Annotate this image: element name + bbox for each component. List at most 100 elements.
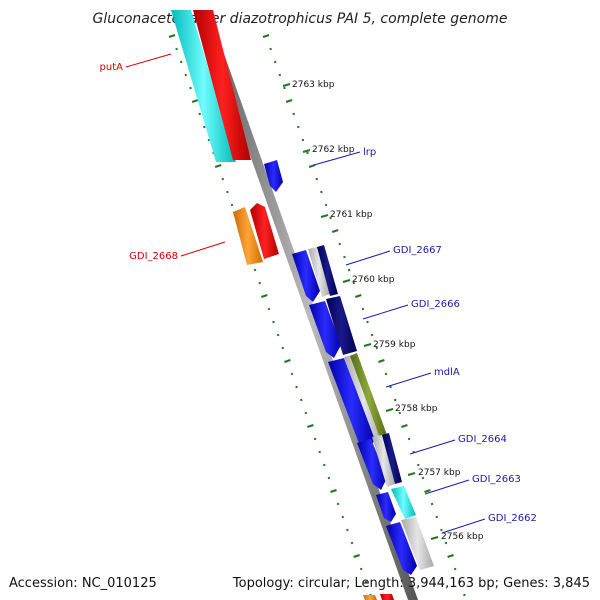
tick-mark <box>346 528 349 532</box>
gdi2663-label[interactable]: GDI_2663 <box>472 474 521 485</box>
gdi2666-gene-block[interactable] <box>309 296 357 358</box>
tick-mark <box>292 112 295 116</box>
tick-mark <box>189 86 192 90</box>
kbp-2760: 2760 kbp <box>342 275 395 285</box>
gdi2663-gene-blue[interactable] <box>376 492 396 522</box>
gdi2664-gene-grey[interactable] <box>372 435 395 487</box>
kbp-label: 2757 kbp <box>418 468 461 478</box>
gdi2667-label[interactable]: GDI_2667 <box>393 245 442 256</box>
tick-mark <box>330 488 337 494</box>
gdi2664-label[interactable]: GDI_2664 <box>458 434 507 445</box>
gdi2666-callout[interactable]: GDI_2666 <box>362 299 460 320</box>
gdi2666-label[interactable]: GDI_2666 <box>411 299 460 310</box>
gdi2667-callout[interactable]: GDI_2667 <box>345 245 442 266</box>
tick-mark <box>336 502 340 506</box>
mdlA-callout[interactable]: mdlA <box>385 367 460 388</box>
mdlA-label[interactable]: mdlA <box>434 367 460 378</box>
tick-mark <box>221 177 225 181</box>
tick-mark <box>290 372 294 376</box>
tick-mark <box>226 190 229 194</box>
gdi2664-gene-blue[interactable] <box>357 439 387 490</box>
map-title: Gluconacetobacter diazotrophicus PAI 5, … <box>93 11 508 27</box>
kbp-2758: 2758 kbp <box>385 404 438 414</box>
tick-mark <box>272 320 275 324</box>
gene-labels: putA GDI_2668 lrp GDI_2667 GDI_2666 mdlA… <box>100 53 537 534</box>
tick-mark <box>364 580 368 584</box>
tick-mark <box>424 488 431 494</box>
tick-mark <box>453 567 457 571</box>
lrp-callout[interactable]: lrp <box>313 147 376 166</box>
putA-gene-cyan[interactable] <box>171 10 236 162</box>
kbp-2756: 2756 kbp <box>430 532 484 542</box>
tick-mark <box>440 528 443 532</box>
tick-mark <box>299 398 303 402</box>
gdi2662-gene-blue[interactable] <box>386 522 417 575</box>
tick-mark <box>359 567 363 571</box>
gdi2663-gene-block[interactable] <box>376 486 416 522</box>
kbp-label: 2756 kbp <box>441 532 484 542</box>
tick-mark <box>281 346 285 350</box>
gdi2668-gene-red[interactable] <box>250 203 279 259</box>
tick-mark <box>295 385 298 389</box>
lrp-label[interactable]: lrp <box>363 147 376 158</box>
tick-mark <box>447 553 454 559</box>
putA-gene-block[interactable] <box>171 10 251 162</box>
tick-mark <box>198 112 201 116</box>
tick-mark <box>315 177 319 181</box>
tick-mark <box>430 502 434 506</box>
kbp-scale: 2763 kbp 2762 kbp 2761 kbp 2760 kbp 2759… <box>282 80 484 542</box>
tick-mark <box>350 541 354 545</box>
gdi2662-gene-grey[interactable] <box>401 517 434 570</box>
kbp-2763: 2763 kbp <box>282 80 335 90</box>
gdi2662-label[interactable]: GDI_2662 <box>488 513 537 524</box>
gdi2668-gene-orange[interactable] <box>233 207 263 265</box>
tick-mark <box>352 281 355 285</box>
tick-mark <box>306 151 309 155</box>
gdi2667-gene-navy[interactable] <box>317 245 338 296</box>
gdi2667-gene-block[interactable] <box>292 245 338 302</box>
tick-mark <box>323 463 326 467</box>
mdlA-gene-blue[interactable] <box>328 358 375 452</box>
lrp-gene[interactable] <box>264 160 283 192</box>
tick-mark <box>262 33 270 39</box>
putA-label[interactable]: putA <box>100 62 124 73</box>
kbp-2762: 2762 kbp <box>302 145 355 155</box>
tick-mark <box>258 281 261 285</box>
genome-summary-text: Topology: circular; Length: 3,944,163 bp… <box>232 576 590 591</box>
tick-mark <box>421 476 425 480</box>
gdi2663-gene-cyan[interactable] <box>391 486 416 519</box>
tick-mark <box>313 437 317 441</box>
gdi2662-gene-block[interactable] <box>386 517 434 575</box>
tick-mark <box>393 398 397 402</box>
tick-mark <box>318 450 321 454</box>
gdi2664-gene-block[interactable] <box>357 433 402 490</box>
mdlA-gene-block[interactable] <box>328 353 387 452</box>
gdi2666-gene-blue[interactable] <box>309 301 341 358</box>
gdi2668-gene-block[interactable] <box>233 203 279 265</box>
putA-gene-red[interactable] <box>193 10 251 160</box>
gdi2667-gene-grey[interactable] <box>308 247 330 297</box>
tick-mark <box>412 450 415 454</box>
gdi2667-gene-blue[interactable] <box>292 250 320 302</box>
tick-mark <box>269 47 272 51</box>
gdi2662-callout[interactable]: GDI_2662 <box>441 513 537 534</box>
tick-mark <box>230 203 234 207</box>
gdi2664-gene-navy[interactable] <box>382 433 402 484</box>
gdi2668-callout[interactable]: GDI_2668 <box>129 241 226 262</box>
tick-mark <box>435 515 439 519</box>
tick-mark <box>260 293 268 299</box>
tick-mark <box>353 553 360 559</box>
kbp-2761: 2761 kbp <box>320 210 373 220</box>
gdi2664-callout[interactable]: GDI_2664 <box>409 434 507 455</box>
tick-mark <box>304 411 308 415</box>
mdlA-gene-olive[interactable] <box>350 353 387 438</box>
tick-mark <box>338 242 342 246</box>
tick-mark <box>285 98 293 104</box>
gdi2663-callout[interactable]: GDI_2663 <box>424 474 521 495</box>
tick-mark <box>384 372 388 376</box>
putA-callout[interactable]: putA <box>100 53 172 73</box>
gdi2668-label[interactable]: GDI_2668 <box>129 251 178 262</box>
gdi2666-gene-navy[interactable] <box>326 296 357 355</box>
accession-text: Accession: NC_010125 <box>9 576 157 591</box>
